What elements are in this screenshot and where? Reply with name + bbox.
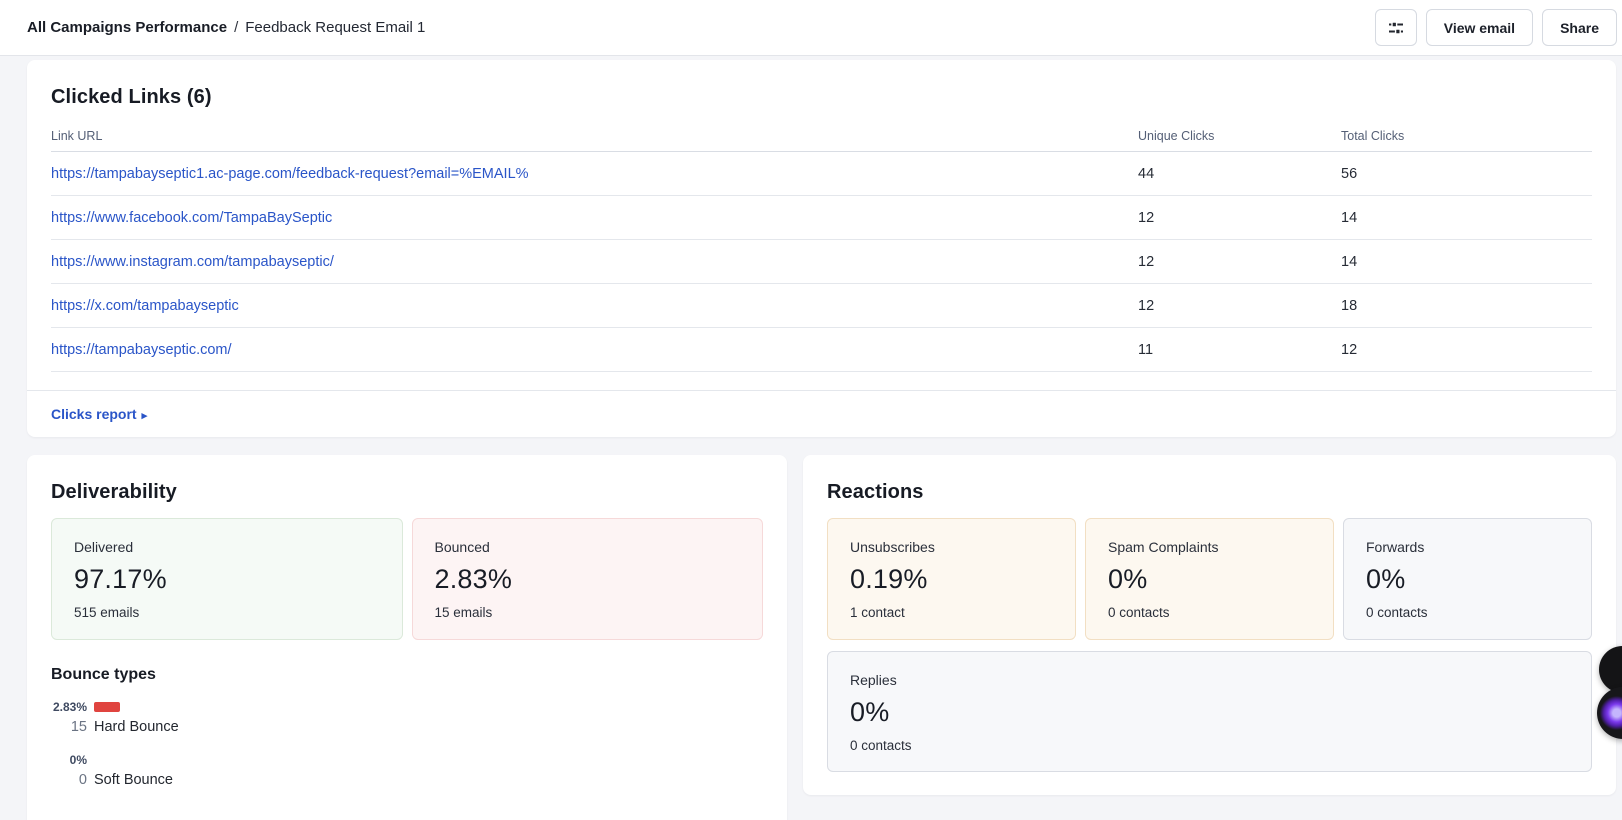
delivered-label: Delivered: [74, 539, 134, 555]
unique-clicks-value: 12: [1138, 209, 1155, 226]
bounced-label: Bounced: [434, 539, 490, 555]
forwards-count: 0 contacts: [1366, 605, 1428, 620]
unsubscribes-percent: 0.19%: [850, 564, 928, 594]
chat-widget-button[interactable]: [1599, 646, 1622, 693]
bounce-types-title: Bounce types: [51, 666, 156, 683]
breadcrumb-all-campaigns[interactable]: All Campaigns Performance: [27, 19, 228, 36]
clicked-links-title: Clicked Links (6): [51, 86, 212, 108]
total-clicks-value: 18: [1341, 297, 1358, 314]
total-clicks-value: 14: [1341, 253, 1358, 270]
clicks-report-link[interactable]: Clicks report ▸: [51, 406, 147, 422]
spam-complaints-label: Spam Complaints: [1108, 539, 1219, 555]
hard-bounce-label: Hard Bounce: [94, 719, 179, 735]
delivered-count: 515 emails: [74, 605, 140, 620]
forwards-percent: 0%: [1366, 564, 1406, 594]
unique-clicks-value: 12: [1138, 253, 1155, 270]
link-url[interactable]: https://www.instagram.com/tampabayseptic…: [51, 253, 334, 270]
table-row: https://tampabayseptic1.ac-page.com/feed…: [51, 152, 1592, 196]
delivered-tile: Delivered 97.17% 515 emails: [51, 518, 403, 640]
unique-clicks-value: 44: [1138, 165, 1155, 182]
breadcrumb: All Campaigns Performance / Feedback Req…: [27, 19, 425, 36]
top-bar: All Campaigns Performance / Feedback Req…: [0, 0, 1622, 56]
bounced-percent: 2.83%: [434, 564, 513, 594]
sliders-icon: [1387, 19, 1405, 37]
spam-complaints-count: 0 contacts: [1108, 605, 1170, 620]
total-clicks-value: 14: [1341, 209, 1358, 226]
hard-bounce-count: 15: [70, 719, 87, 735]
hard-bounce-percent: 2.83%: [52, 700, 87, 714]
unique-clicks-value: 11: [1138, 341, 1154, 358]
link-url[interactable]: https://tampabayseptic.com/: [51, 341, 232, 358]
deliverability-card: Deliverability Delivered 97.17% 515 emai…: [27, 455, 787, 820]
total-clicks-value: 12: [1341, 341, 1358, 358]
table-header-row: Link URL Unique Clicks Total Clicks: [51, 113, 1592, 152]
table-row: https://tampabayseptic.com/ 11 12: [51, 328, 1592, 372]
clicks-report-label: Clicks report: [51, 406, 137, 422]
forwards-tile: Forwards 0% 0 contacts: [1343, 518, 1592, 640]
unsubscribes-label: Unsubscribes: [850, 539, 935, 555]
table-row: https://www.facebook.com/TampaBaySeptic …: [51, 196, 1592, 240]
table-row: https://www.instagram.com/tampabayseptic…: [51, 240, 1592, 284]
link-url[interactable]: https://x.com/tampabayseptic: [51, 297, 239, 314]
chevron-right-icon: ▸: [141, 409, 148, 422]
replies-label: Replies: [850, 672, 897, 688]
breadcrumb-current-page: Feedback Request Email 1: [245, 19, 426, 36]
table-row: https://x.com/tampabayseptic 12 18: [51, 284, 1592, 328]
column-header-link-url: Link URL: [51, 129, 103, 143]
hard-bounce-bar: [94, 702, 120, 712]
share-button[interactable]: Share: [1542, 9, 1617, 46]
replies-tile: Replies 0% 0 contacts: [827, 651, 1592, 772]
clicked-links-card: Clicked Links (6) Link URL Unique Clicks…: [27, 60, 1616, 437]
link-url[interactable]: https://tampabayseptic1.ac-page.com/feed…: [51, 165, 529, 182]
bounce-types-chart: 2.83% 15 Hard Bounce 0% 0 Soft Bounce: [51, 700, 763, 788]
unsubscribes-count: 1 contact: [850, 605, 905, 620]
topbar-actions: View email Share: [1374, 9, 1617, 46]
clicks-report-footer: Clicks report ▸: [27, 390, 1616, 439]
spam-complaints-tile: Spam Complaints 0% 0 contacts: [1085, 518, 1334, 640]
reactions-title: Reactions: [827, 481, 924, 503]
soft-bounce-label: Soft Bounce: [94, 772, 173, 788]
view-email-button[interactable]: View email: [1425, 9, 1534, 46]
unique-clicks-value: 12: [1138, 297, 1155, 314]
spam-complaints-percent: 0%: [1108, 564, 1148, 594]
soft-bounce-percent: 0%: [69, 753, 87, 767]
bounce-item-hard: 2.83% 15 Hard Bounce: [51, 700, 763, 735]
deliverability-title: Deliverability: [51, 481, 177, 503]
unsubscribes-tile: Unsubscribes 0.19% 1 contact: [827, 518, 1076, 640]
total-clicks-value: 56: [1341, 165, 1358, 182]
breadcrumb-separator: /: [234, 19, 239, 36]
replies-count: 0 contacts: [850, 738, 912, 753]
bounced-count: 15 emails: [434, 605, 493, 620]
clicked-links-table: Link URL Unique Clicks Total Clicks http…: [51, 113, 1592, 372]
replies-percent: 0%: [850, 697, 890, 727]
column-header-total-clicks: Total Clicks: [1341, 129, 1405, 143]
display-settings-button[interactable]: [1374, 9, 1417, 46]
bounce-item-soft: 0% 0 Soft Bounce: [51, 753, 763, 788]
bounced-tile: Bounced 2.83% 15 emails: [411, 518, 763, 640]
link-url[interactable]: https://www.facebook.com/TampaBaySeptic: [51, 209, 333, 226]
soft-bounce-count: 0: [78, 772, 87, 788]
delivered-percent: 97.17%: [74, 564, 167, 594]
reactions-card: Reactions Unsubscribes 0.19% 1 contact S…: [803, 455, 1616, 795]
column-header-unique-clicks: Unique Clicks: [1138, 129, 1215, 143]
forwards-label: Forwards: [1366, 539, 1425, 555]
